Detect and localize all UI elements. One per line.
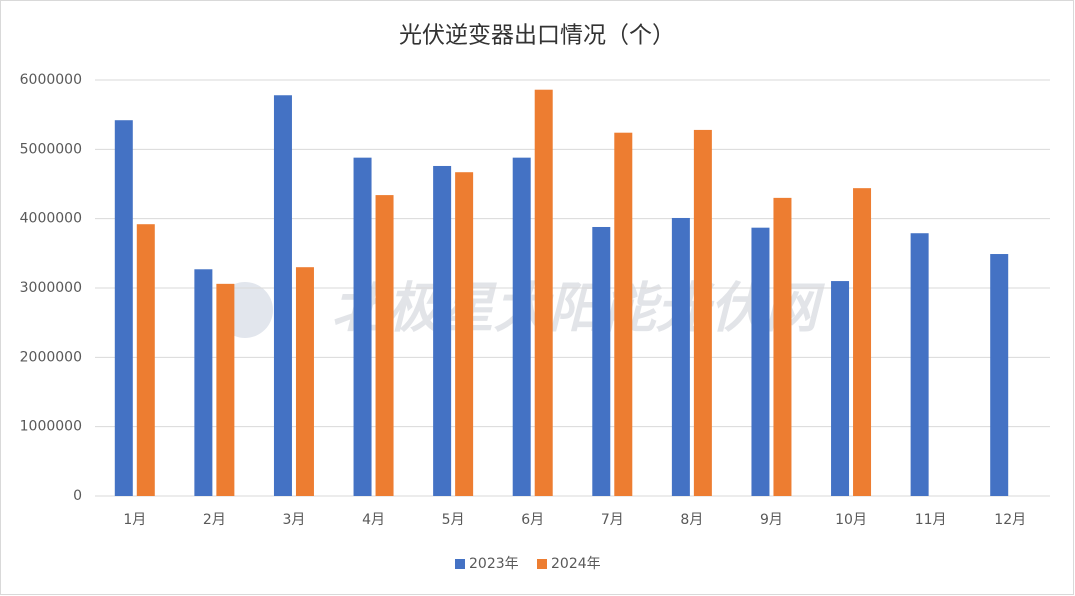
y-tick-label: 4000000 <box>20 211 82 227</box>
y-tick-label: 6000000 <box>20 72 82 88</box>
legend-swatch <box>455 559 465 569</box>
bar <box>433 165 452 496</box>
y-tick-label: 5000000 <box>20 141 82 157</box>
bar <box>512 157 531 497</box>
x-tick-label: 12月 <box>994 512 1026 528</box>
x-tick-label: 5月 <box>442 512 465 528</box>
y-tick-label: 2000000 <box>20 349 82 365</box>
x-tick-label: 1月 <box>123 512 146 528</box>
bar <box>693 129 712 497</box>
watermark: 北极星太阳能光伏网 <box>332 277 826 340</box>
chart-title: 光伏逆变器出口情况（个） <box>399 23 675 49</box>
legend-swatch <box>537 559 547 569</box>
x-tick-label: 2月 <box>203 512 226 528</box>
x-tick-label: 8月 <box>680 512 703 528</box>
y-tick-label: 0 <box>73 488 82 504</box>
bar <box>614 132 633 496</box>
legend-label: 2023年 <box>469 556 519 572</box>
bar <box>353 157 372 497</box>
bar <box>853 188 872 496</box>
bar <box>534 89 553 496</box>
bar <box>990 254 1009 496</box>
x-tick-label: 6月 <box>521 512 544 528</box>
y-tick-label: 3000000 <box>20 280 82 296</box>
bar <box>751 227 770 496</box>
y-tick-label: 1000000 <box>20 419 82 435</box>
bar <box>773 197 792 496</box>
legend-label: 2024年 <box>551 556 601 572</box>
bar <box>455 172 474 497</box>
x-tick-label: 4月 <box>362 512 385 528</box>
x-tick-label: 7月 <box>601 512 624 528</box>
bar <box>671 217 690 496</box>
x-tick-label: 9月 <box>760 512 783 528</box>
bar <box>114 120 133 497</box>
bar <box>136 224 155 497</box>
x-tick-label: 11月 <box>915 512 947 528</box>
bar <box>295 267 314 496</box>
x-tick-label: 3月 <box>282 512 305 528</box>
bar <box>273 95 292 497</box>
bar <box>831 281 850 496</box>
x-tick-label: 10月 <box>835 512 867 528</box>
bar <box>592 226 611 496</box>
bar <box>910 233 929 496</box>
bar <box>375 195 394 497</box>
bar <box>216 283 235 496</box>
bar <box>194 269 213 496</box>
